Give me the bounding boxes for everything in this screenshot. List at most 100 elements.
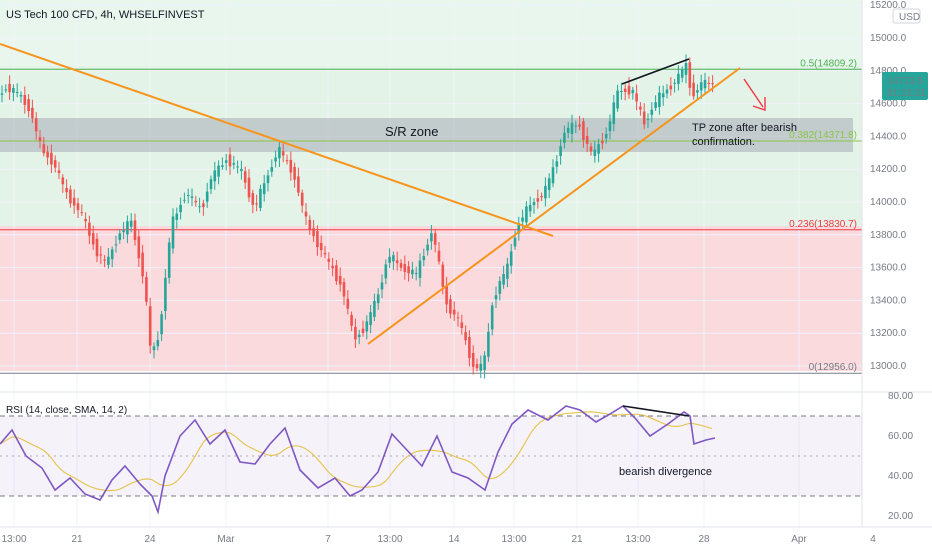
price-tick-label: 14600.0 (870, 99, 907, 110)
candle-body (114, 244, 118, 246)
candle-body (487, 331, 490, 357)
fib-label: 0.382(14371.8) (789, 130, 857, 141)
candle-body (669, 85, 673, 90)
tp-zone-text-1: TP zone after bearish (692, 122, 797, 134)
candle-body (646, 119, 650, 121)
candle-body (110, 249, 114, 260)
candle-body (27, 99, 30, 112)
candle-body (456, 317, 460, 319)
candle-body (582, 121, 585, 140)
candle-body (65, 188, 68, 193)
candle-body (270, 167, 274, 172)
candle-body (148, 306, 152, 346)
candle-body (12, 87, 15, 93)
candle-body (0, 93, 4, 95)
time-axis-ticks: 13:00 21 24 Mar 7 13:00 14 13:00 21 13:00 28 Apr 4 (1, 534, 876, 545)
candle-body (680, 69, 684, 78)
price-tick-label: 15200.0 (870, 0, 907, 11)
rsi-tick-label: 40.00 (888, 471, 913, 482)
ascending-trendline (367, 67, 741, 345)
candle-body (395, 260, 399, 264)
candle-body (452, 309, 456, 315)
candle-body (31, 107, 34, 119)
sr-zone-label: S/R zone (385, 124, 438, 139)
candle-body (551, 167, 555, 184)
candle-body (589, 146, 593, 152)
candle-body (525, 206, 528, 223)
candle-body (574, 125, 578, 127)
candle-body (331, 265, 334, 269)
candle-body (403, 264, 407, 272)
candle-body (4, 89, 8, 91)
price-tick-label: 13600.0 (870, 263, 907, 274)
candle-body (540, 196, 543, 198)
rsi-tick-label: 80.00 (888, 391, 913, 402)
price-tag-countdown: 01:22:21 (887, 88, 926, 99)
candle-body (198, 206, 201, 208)
candle-body (536, 198, 540, 202)
candle-body (354, 327, 357, 340)
candle-body (407, 266, 410, 274)
candle-body (129, 220, 133, 227)
candle-body (221, 165, 224, 167)
candle-body (483, 355, 486, 371)
candle-body (179, 204, 182, 213)
candle-body (278, 146, 281, 159)
price-tick-label: 14000.0 (870, 197, 907, 208)
candle-body (528, 205, 532, 212)
price-tick-label: 13000.0 (870, 361, 907, 372)
candle-body (42, 144, 46, 154)
rsi-axis-ticks: 80.00 60.00 40.00 20.00 (888, 391, 913, 522)
candle-body (327, 258, 331, 262)
time-tick-label: 13:00 (377, 534, 402, 545)
candle-body (255, 203, 258, 205)
candle-body (544, 185, 547, 199)
candle-body (342, 282, 346, 297)
candle-body (209, 179, 213, 190)
candle-body (99, 254, 103, 256)
candle-body (620, 90, 623, 92)
rsi-line (0, 404, 716, 515)
candle-body (335, 265, 338, 282)
time-tick-label: 13:00 (625, 534, 650, 545)
candle-body (72, 197, 76, 206)
candle-body (392, 255, 395, 262)
candle-body (376, 294, 380, 304)
candle-body (601, 140, 604, 144)
candle-body (50, 152, 53, 165)
candle-body (118, 233, 122, 240)
fib-label: 0(12956.0) (809, 362, 857, 373)
candle-body (380, 282, 384, 290)
candle-body (312, 228, 315, 237)
candle-body (673, 82, 676, 84)
candle-body (426, 244, 429, 251)
symbol-title: US Tech 100 CFD, 4h, WHSELFINVEST (6, 9, 205, 21)
price-tick-label: 13800.0 (870, 230, 907, 241)
candle-body (91, 233, 95, 245)
candle-body (319, 242, 323, 251)
rsi-tick-label: 60.00 (888, 431, 913, 442)
candle-body (566, 127, 570, 133)
candle-body (658, 92, 661, 108)
divergence-line-price (621, 58, 690, 85)
candle-body (711, 83, 714, 85)
candle-body (293, 166, 296, 180)
divergence-line-rsi (622, 405, 690, 417)
candle-body (692, 82, 695, 97)
rsi-tick-label: 20.00 (888, 511, 913, 522)
candle-body (650, 109, 654, 115)
time-tick-label: 13:00 (501, 534, 526, 545)
candle-body (502, 274, 505, 285)
candle-body (232, 163, 236, 165)
candle-body (373, 300, 376, 317)
candle-body (285, 160, 289, 162)
candle-body (323, 252, 327, 255)
candle-body (654, 102, 657, 108)
candle-body (361, 328, 365, 334)
candles (0, 54, 714, 379)
price-axis-ticks: 15200.0 15000.0 14800.0 14600.0 14400.0 14200… (870, 0, 907, 372)
time-tick-label: 21 (71, 534, 83, 545)
candle-body (559, 146, 562, 156)
candle-body (604, 133, 608, 139)
